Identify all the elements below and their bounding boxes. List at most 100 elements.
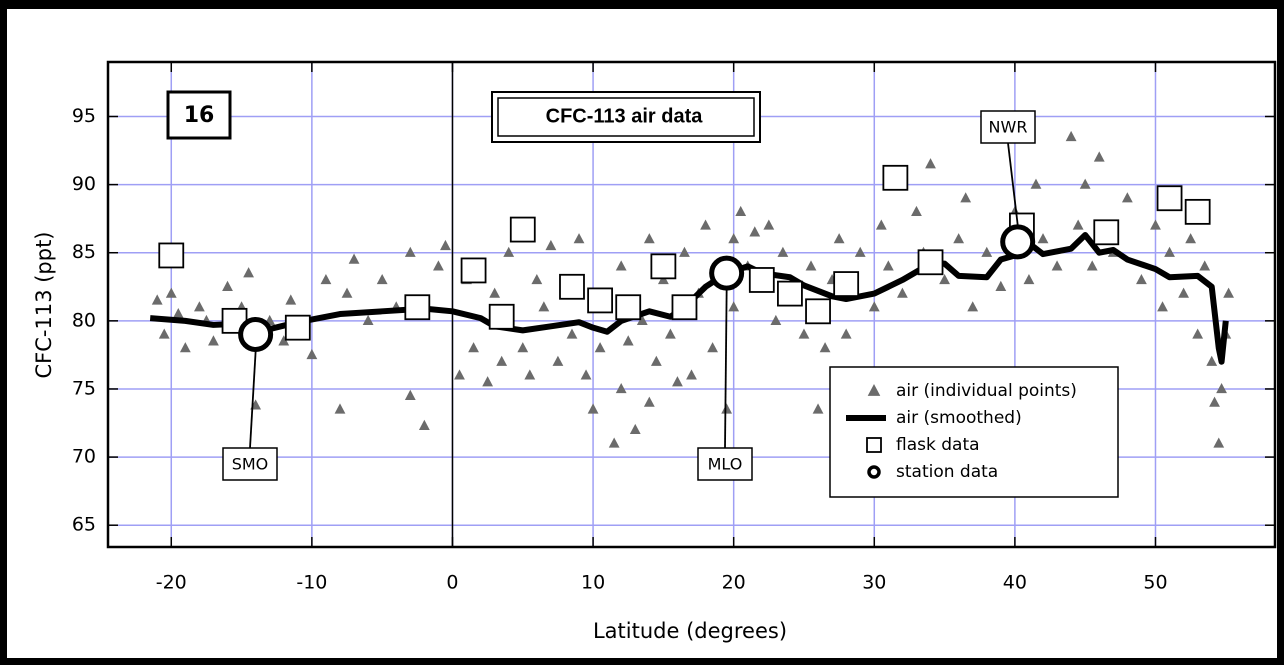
flask-square bbox=[882, 164, 909, 191]
flask-square bbox=[615, 294, 642, 321]
flask-square bbox=[833, 271, 860, 297]
air-point bbox=[967, 301, 979, 312]
y-tick-label: 70 bbox=[72, 446, 96, 468]
air-point bbox=[672, 376, 683, 387]
plot-frame bbox=[106, 60, 1277, 549]
air-point bbox=[404, 246, 416, 257]
air-point bbox=[320, 273, 332, 285]
legend-swatch bbox=[867, 465, 881, 479]
station-arrow bbox=[724, 290, 728, 449]
air-point bbox=[665, 328, 676, 339]
air-point bbox=[770, 314, 782, 326]
air-point bbox=[489, 287, 501, 298]
y-tick-label: 80 bbox=[72, 309, 96, 331]
air-point bbox=[1051, 260, 1063, 271]
flask-square bbox=[559, 273, 585, 300]
air-point bbox=[158, 328, 170, 339]
air-point bbox=[868, 301, 880, 312]
x-tick-label: 50 bbox=[1143, 572, 1167, 594]
flask-square bbox=[777, 280, 803, 307]
air-point bbox=[341, 287, 353, 298]
air-point bbox=[1213, 437, 1225, 448]
air-point bbox=[749, 226, 761, 237]
y-tick-label: 95 bbox=[72, 105, 96, 127]
air-point bbox=[1093, 151, 1105, 162]
station-arrow bbox=[1007, 142, 1019, 225]
air-point bbox=[552, 355, 564, 366]
y-tick-label: 65 bbox=[72, 514, 96, 536]
air-point bbox=[538, 301, 550, 312]
air-point bbox=[728, 233, 740, 244]
air-point bbox=[503, 246, 515, 257]
air-point bbox=[953, 233, 965, 244]
x-tick-label: -10 bbox=[296, 572, 327, 594]
air-point bbox=[812, 403, 824, 414]
air-point bbox=[179, 342, 191, 353]
flask-square bbox=[650, 253, 677, 280]
air-point bbox=[1030, 178, 1042, 189]
air-point bbox=[1223, 287, 1235, 298]
air-point bbox=[615, 382, 627, 394]
x-tick-label: 10 bbox=[581, 572, 605, 594]
smoothed-line bbox=[149, 232, 1229, 365]
air-point bbox=[580, 369, 592, 380]
air-point bbox=[285, 294, 297, 305]
station-circle bbox=[709, 255, 745, 291]
air-point bbox=[348, 253, 360, 264]
air-point bbox=[615, 260, 627, 271]
station-label: MLO bbox=[708, 455, 743, 474]
air-point bbox=[643, 233, 655, 244]
air-point bbox=[172, 308, 184, 319]
air-point bbox=[1079, 178, 1091, 189]
x-tick-label: 40 bbox=[1003, 572, 1027, 594]
air-point bbox=[911, 205, 922, 217]
x-tick-label: 30 bbox=[862, 572, 886, 594]
x-axis-label: Latitude (degrees) bbox=[593, 619, 787, 643]
air-point bbox=[728, 301, 740, 312]
air-point bbox=[1150, 219, 1161, 230]
air-point bbox=[517, 342, 529, 353]
air-point bbox=[819, 342, 831, 353]
air-point bbox=[1023, 273, 1035, 285]
air-point bbox=[798, 328, 810, 339]
air-point bbox=[433, 260, 444, 271]
air-point bbox=[1136, 273, 1147, 285]
flask-square bbox=[284, 314, 311, 341]
air-point bbox=[882, 260, 894, 271]
air-point bbox=[1086, 260, 1098, 271]
air-point bbox=[362, 314, 374, 326]
air-point bbox=[840, 328, 852, 339]
air-point bbox=[151, 294, 163, 305]
station-label-box bbox=[222, 447, 278, 481]
flask-square bbox=[509, 216, 536, 243]
air-point bbox=[1185, 233, 1197, 244]
station-label: SMO bbox=[232, 455, 269, 474]
air-point bbox=[243, 267, 255, 278]
air-point bbox=[1192, 328, 1204, 339]
legend-label: air (individual points) bbox=[896, 381, 1077, 401]
station-circle bbox=[1000, 224, 1036, 260]
air-point bbox=[1209, 396, 1220, 407]
air-point bbox=[721, 403, 733, 414]
air-point bbox=[650, 355, 662, 366]
air-point bbox=[418, 419, 430, 430]
station-arrow bbox=[249, 351, 257, 449]
air-point bbox=[833, 233, 845, 244]
air-point bbox=[165, 287, 177, 298]
x-tick-label: -20 bbox=[156, 572, 187, 594]
chart-title: CFC-113 air data bbox=[546, 105, 704, 127]
station-label: NWR bbox=[989, 118, 1028, 137]
x-tick-label: 20 bbox=[722, 572, 746, 594]
air-point bbox=[1072, 219, 1084, 230]
y-tick-label: 75 bbox=[72, 377, 96, 399]
panel-label: 16 bbox=[184, 103, 215, 128]
air-point bbox=[545, 239, 557, 251]
air-point bbox=[1037, 233, 1049, 244]
air-point bbox=[278, 335, 290, 346]
air-point bbox=[306, 348, 318, 360]
air-point bbox=[636, 314, 648, 326]
air-point bbox=[496, 355, 508, 366]
